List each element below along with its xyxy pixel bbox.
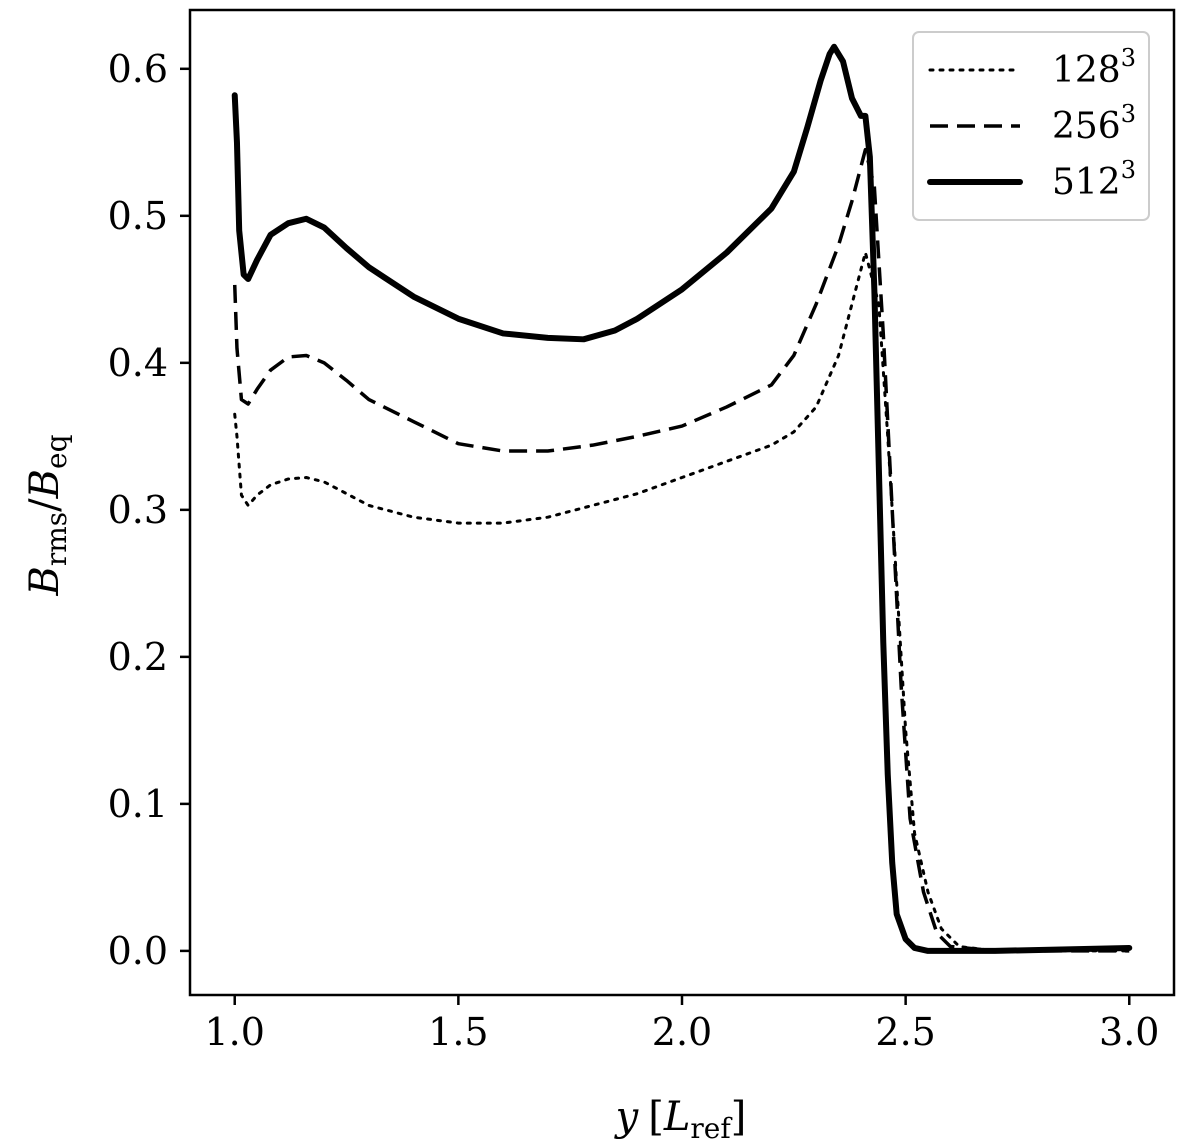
legend-label-exponent: 3 bbox=[1121, 44, 1136, 72]
x-tick-label: 1.5 bbox=[428, 1010, 488, 1054]
y-axis-label-b1: B bbox=[22, 566, 68, 596]
legend-box bbox=[912, 31, 1150, 221]
legend-label-exponent: 3 bbox=[1121, 156, 1136, 184]
series-line-256 bbox=[232, 147, 1130, 953]
legend-label-512: 5123 bbox=[1052, 156, 1136, 203]
x-tick-label: 1.0 bbox=[205, 1010, 265, 1054]
tick-layer: 1.0 1.5 2.0 2.5 3.0 0.0 0.1 0.2 0.3 0.4 0.5 0.6 bbox=[108, 47, 1160, 1054]
series-line-128 bbox=[233, 251, 1131, 953]
plot-frame bbox=[188, 8, 1176, 997]
x-axis-label-sub: ref bbox=[690, 1112, 733, 1145]
legend-label-128: 1283 bbox=[1052, 44, 1136, 91]
y-tick-label: 0.5 bbox=[108, 194, 168, 238]
legend-label-256: 2563 bbox=[1052, 100, 1136, 147]
y-axis-label-b2: B bbox=[22, 469, 68, 499]
legend-label-base: 512 bbox=[1052, 162, 1121, 203]
legend-label-exponent: 3 bbox=[1121, 100, 1136, 128]
series-layer bbox=[231, 43, 1133, 954]
y-tick-label: 0.0 bbox=[108, 929, 168, 973]
legend-label-base: 128 bbox=[1052, 50, 1121, 91]
y-axis-label-sub1: rms bbox=[40, 512, 73, 566]
y-tick-label: 0.2 bbox=[108, 635, 168, 679]
x-axis-label-close: ] bbox=[731, 1094, 747, 1140]
x-tick-label: 3.0 bbox=[1099, 1010, 1159, 1054]
series-line-512 bbox=[231, 43, 1133, 954]
x-axis-label-l: L bbox=[663, 1094, 691, 1140]
y-tick-label: 0.1 bbox=[108, 782, 168, 826]
x-tick-label: 2.0 bbox=[652, 1010, 712, 1054]
y-axis-label-slash: / bbox=[22, 498, 68, 512]
y-tick-label: 0.3 bbox=[108, 488, 168, 532]
x-axis-label-open: [ bbox=[648, 1094, 664, 1140]
x-axis-label: y [Lref] bbox=[614, 1094, 747, 1145]
y-axis-label-sub2: eq bbox=[40, 434, 73, 469]
y-axis-label: Brms/Beq bbox=[22, 434, 73, 596]
y-tick-label: 0.4 bbox=[108, 341, 168, 385]
x-axis-label-var: y bbox=[614, 1094, 640, 1140]
y-tick-label: 0.6 bbox=[108, 47, 168, 91]
x-tick-label: 2.5 bbox=[875, 1010, 935, 1054]
legend-label-base: 256 bbox=[1052, 106, 1121, 147]
